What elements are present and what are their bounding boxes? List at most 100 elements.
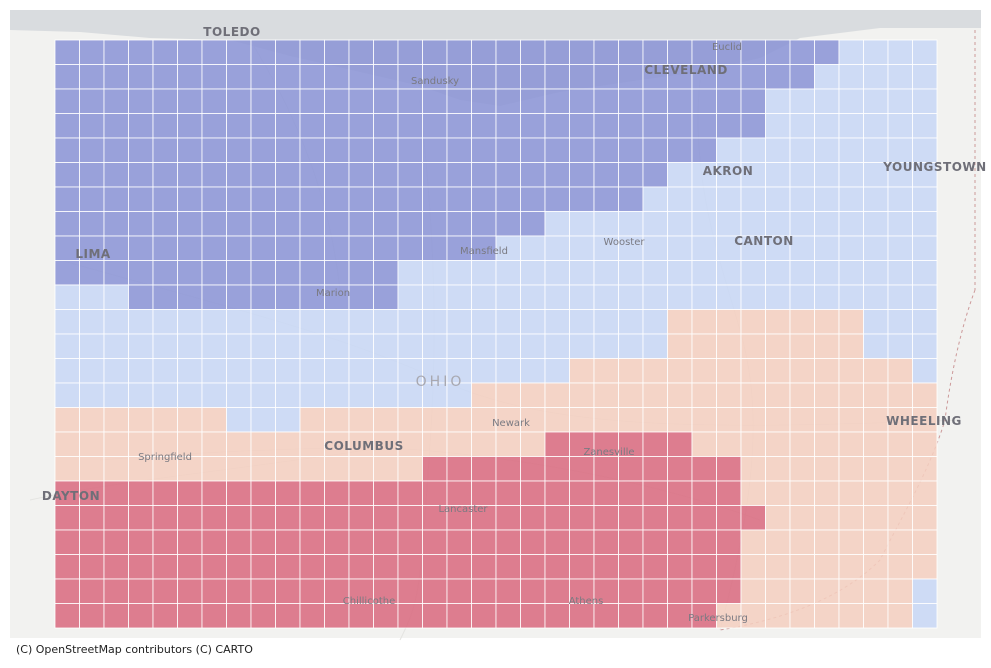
grid-cell — [128, 480, 154, 506]
grid-cell — [838, 186, 864, 212]
grid-cell — [54, 358, 80, 384]
grid-cell — [299, 603, 325, 629]
grid-cell — [446, 603, 472, 629]
grid-cell — [765, 284, 791, 310]
grid-cell — [520, 309, 546, 335]
grid-cell — [789, 407, 815, 433]
grid-cell — [740, 456, 766, 482]
grid-cell — [544, 113, 570, 139]
grid-cell — [348, 578, 374, 604]
grid-cell — [667, 333, 693, 359]
grid-cell — [569, 431, 595, 457]
grid-cell — [422, 431, 448, 457]
grid-cell — [152, 88, 178, 114]
grid-cell — [128, 284, 154, 310]
grid-cell — [152, 358, 178, 384]
grid-cell — [544, 137, 570, 163]
grid-cell — [667, 162, 693, 188]
grid-cell — [814, 235, 840, 261]
grid-cell — [593, 113, 619, 139]
grid-cell — [226, 88, 252, 114]
grid-cell — [495, 456, 521, 482]
grid-cell — [569, 554, 595, 580]
grid-cell — [79, 431, 105, 457]
grid-cell — [471, 431, 497, 457]
grid-cell — [520, 456, 546, 482]
grid-cell — [422, 235, 448, 261]
grid-cell — [275, 39, 301, 65]
grid-cell — [201, 235, 227, 261]
grid-cell — [667, 137, 693, 163]
grid-cell — [373, 137, 399, 163]
grid-cell — [128, 137, 154, 163]
grid-cell — [838, 211, 864, 237]
grid-cell — [422, 39, 448, 65]
grid-cell — [618, 284, 644, 310]
grid-cell — [667, 186, 693, 212]
place-label: Newark — [492, 418, 530, 429]
grid-cell — [397, 235, 423, 261]
grid-cell — [912, 39, 938, 65]
grid-cell — [593, 480, 619, 506]
grid-cell — [79, 358, 105, 384]
grid-cell — [201, 578, 227, 604]
grid-cell — [740, 333, 766, 359]
grid-cell — [471, 39, 497, 65]
grid-cell — [324, 505, 350, 531]
grid-cell — [397, 603, 423, 629]
grid-cell — [618, 505, 644, 531]
grid-cell — [128, 162, 154, 188]
grid-cell — [422, 186, 448, 212]
grid-cell — [642, 88, 668, 114]
grid-cell — [373, 39, 399, 65]
grid-cell — [201, 137, 227, 163]
grid-cell — [250, 431, 276, 457]
grid-cell — [128, 64, 154, 90]
grid-cell — [740, 554, 766, 580]
grid-cell — [691, 211, 717, 237]
place-label: Chillicothe — [343, 596, 395, 607]
grid-cell — [520, 137, 546, 163]
grid-cell — [324, 186, 350, 212]
place-label: Wooster — [604, 237, 646, 248]
grid-cell — [765, 382, 791, 408]
grid-cell — [324, 578, 350, 604]
grid-cell — [54, 505, 80, 531]
grid-cell — [397, 137, 423, 163]
grid-cell — [569, 162, 595, 188]
grid-cell — [765, 554, 791, 580]
grid-cell — [887, 260, 913, 286]
grid-cell — [373, 162, 399, 188]
grid-cell — [324, 162, 350, 188]
grid-cell — [667, 235, 693, 261]
grid-cell — [103, 186, 129, 212]
grid-cell — [201, 529, 227, 555]
grid-cell — [177, 407, 203, 433]
grid-cell — [177, 333, 203, 359]
grid-cell — [397, 162, 423, 188]
grid-cell — [740, 358, 766, 384]
grid-cell — [79, 39, 105, 65]
grid-cell — [814, 309, 840, 335]
grid-cell — [79, 186, 105, 212]
grid-cell — [275, 137, 301, 163]
grid-cell — [79, 284, 105, 310]
grid-cell — [642, 64, 668, 90]
grid-cell — [422, 162, 448, 188]
grid-cell — [691, 113, 717, 139]
grid-cell — [103, 578, 129, 604]
grid-cell — [128, 603, 154, 629]
place-label: COLUMBUS — [324, 439, 403, 453]
grid-cell — [520, 113, 546, 139]
grid-cell — [128, 186, 154, 212]
grid-cell — [642, 284, 668, 310]
grid-cell — [912, 578, 938, 604]
grid-cell — [667, 284, 693, 310]
grid-cell — [128, 554, 154, 580]
grid-cell — [691, 431, 717, 457]
grid-cell — [201, 260, 227, 286]
grid-cell — [691, 137, 717, 163]
grid-cell — [152, 578, 178, 604]
grid-cell — [569, 113, 595, 139]
